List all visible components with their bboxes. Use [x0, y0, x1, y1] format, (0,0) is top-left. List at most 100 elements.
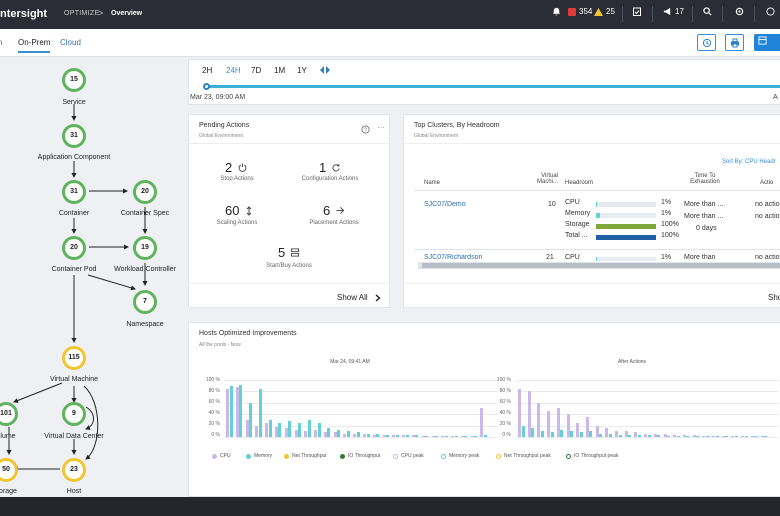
node-container[interactable]: 31: [62, 180, 86, 204]
chart-bar[interactable]: [259, 389, 262, 437]
node-volume[interactable]: 101: [0, 402, 18, 426]
info-icon[interactable]: ?: [361, 125, 370, 134]
chevron-right-icon[interactable]: [375, 294, 381, 302]
legend-cpu[interactable]: CPU: [212, 453, 231, 459]
chart-bar[interactable]: [386, 435, 389, 437]
table-horizontal-scrollbar[interactable]: [418, 262, 780, 269]
node-application-component[interactable]: 31: [62, 124, 86, 148]
stop-actions-count[interactable]: 2: [225, 160, 233, 175]
chart-bar[interactable]: [278, 423, 281, 437]
cluster-name-link[interactable]: SJC07/Richardson: [424, 254, 483, 261]
chart-bar[interactable]: [392, 435, 395, 437]
chart-bar[interactable]: [432, 436, 435, 437]
chart-bar[interactable]: [425, 436, 428, 437]
chart-bar[interactable]: [657, 435, 660, 437]
chart-bar[interactable]: [451, 436, 454, 437]
legend-io-throughput[interactable]: IO Throughput: [340, 453, 380, 459]
chart-bar[interactable]: [735, 436, 738, 437]
chart-bar[interactable]: [677, 436, 680, 437]
chart-bar[interactable]: [683, 435, 686, 437]
chart-bar[interactable]: [722, 436, 725, 437]
chart-bar[interactable]: [461, 436, 464, 437]
range-2h[interactable]: 2H: [202, 66, 213, 75]
add-view-button[interactable]: [754, 34, 780, 51]
history-button[interactable]: [697, 34, 716, 51]
breadcrumb-optimize[interactable]: OPTIMIZE: [64, 10, 100, 17]
chart-bar[interactable]: [367, 434, 370, 437]
start-buy-actions-count[interactable]: 5: [278, 245, 286, 260]
scaling-actions-count[interactable]: 60: [225, 203, 240, 218]
chart-bar[interactable]: [667, 436, 670, 437]
chart-bar[interactable]: [402, 435, 405, 437]
chart-bar[interactable]: [230, 386, 233, 437]
time-slider-track[interactable]: [205, 85, 780, 88]
node-namespace[interactable]: 7: [133, 290, 157, 314]
node-storage[interactable]: 50: [0, 458, 18, 482]
chart-bar[interactable]: [654, 434, 657, 437]
chart-bar[interactable]: [357, 432, 360, 437]
chart-bar[interactable]: [541, 431, 544, 437]
chart-bar[interactable]: [696, 436, 699, 437]
search-button[interactable]: [703, 7, 712, 16]
tab-on-prem[interactable]: On-Prem: [18, 38, 51, 53]
chart-bar[interactable]: [327, 428, 330, 437]
chart-bar[interactable]: [334, 432, 337, 437]
warning-alarms[interactable]: 25: [594, 7, 615, 16]
chart-bar[interactable]: [383, 435, 386, 437]
more-menu-icon[interactable]: ···: [377, 123, 385, 132]
chart-bar[interactable]: [731, 436, 734, 437]
show-all-link[interactable]: Show All: [337, 293, 368, 302]
chart-bar[interactable]: [664, 434, 667, 437]
chart-bar[interactable]: [445, 436, 448, 437]
range-7d[interactable]: 7D: [251, 66, 262, 75]
chart-bar[interactable]: [551, 432, 554, 437]
chart-bar[interactable]: [644, 434, 647, 437]
chart-bar[interactable]: [435, 436, 438, 437]
announcements-button[interactable]: 17: [663, 7, 684, 16]
col-name[interactable]: Name: [424, 180, 441, 186]
chart-bar[interactable]: [615, 431, 618, 437]
chart-bar[interactable]: [702, 436, 705, 437]
chart-bar[interactable]: [609, 434, 612, 437]
cluster-name-link[interactable]: SJC07/Demo: [424, 201, 466, 208]
chart-bar[interactable]: [441, 436, 444, 437]
chart-bar[interactable]: [673, 435, 676, 437]
scrollbar-thumb[interactable]: [422, 263, 780, 268]
chart-bar[interactable]: [625, 431, 628, 437]
chart-bar[interactable]: [589, 431, 592, 437]
chart-bar[interactable]: [634, 432, 637, 437]
col-headroom[interactable]: Headroom: [565, 180, 594, 186]
chart-bar[interactable]: [464, 436, 467, 437]
node-service[interactable]: 15: [62, 68, 86, 92]
chart-bar[interactable]: [648, 435, 651, 437]
chart-bar[interactable]: [363, 434, 366, 437]
chart-bar[interactable]: [265, 423, 268, 437]
chart-bar[interactable]: [725, 436, 728, 437]
chart-bar[interactable]: [628, 435, 631, 437]
chart-bar[interactable]: [716, 436, 719, 437]
brand-logo[interactable]: ntersight: [0, 8, 48, 20]
chart-bar[interactable]: [567, 414, 570, 437]
chart-bar[interactable]: [249, 403, 252, 437]
chart-bar[interactable]: [537, 403, 540, 437]
chart-bar[interactable]: [605, 428, 608, 437]
col-actions[interactable]: Actio: [760, 180, 774, 186]
chart-bar[interactable]: [455, 436, 458, 437]
chart-bar[interactable]: [269, 420, 272, 437]
chart-bar[interactable]: [285, 428, 288, 437]
chart-bar[interactable]: [596, 426, 599, 437]
legend-memory-peak[interactable]: Memory peak: [441, 453, 479, 459]
chart-bar[interactable]: [531, 428, 534, 437]
legend-io-throughput-peak[interactable]: IO Throughput peak: [566, 453, 618, 459]
print-button[interactable]: [725, 34, 744, 51]
legend-net-throughput[interactable]: Net Throughput: [284, 453, 327, 459]
chart-bar[interactable]: [518, 389, 521, 437]
tab-all[interactable]: n: [0, 38, 3, 47]
settings-button[interactable]: [735, 7, 744, 16]
chart-bar[interactable]: [295, 430, 298, 437]
chart-bar[interactable]: [396, 435, 399, 437]
node-workload-controller[interactable]: 19: [133, 236, 157, 260]
chart-bar[interactable]: [324, 432, 327, 437]
tasks-button[interactable]: [633, 7, 641, 16]
chart-bar[interactable]: [298, 423, 301, 437]
